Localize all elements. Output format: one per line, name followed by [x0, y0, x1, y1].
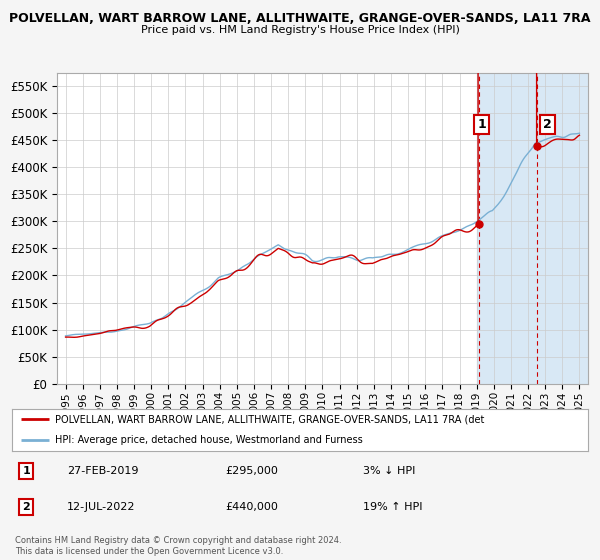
Text: 12-JUL-2022: 12-JUL-2022	[67, 502, 135, 512]
Text: 19% ↑ HPI: 19% ↑ HPI	[364, 502, 423, 512]
Text: 27-FEB-2019: 27-FEB-2019	[67, 466, 138, 476]
Text: HPI: Average price, detached house, Westmorland and Furness: HPI: Average price, detached house, West…	[55, 435, 363, 445]
Text: Contains HM Land Registry data © Crown copyright and database right 2024.
This d: Contains HM Land Registry data © Crown c…	[15, 536, 341, 556]
Text: 1: 1	[478, 118, 486, 130]
Text: Price paid vs. HM Land Registry's House Price Index (HPI): Price paid vs. HM Land Registry's House …	[140, 25, 460, 35]
Text: 1: 1	[23, 466, 30, 476]
Text: £440,000: £440,000	[225, 502, 278, 512]
Text: POLVELLAN, WART BARROW LANE, ALLITHWAITE, GRANGE-OVER-SANDS, LA11 7RA (det: POLVELLAN, WART BARROW LANE, ALLITHWAITE…	[55, 414, 485, 424]
Text: 2: 2	[23, 502, 30, 512]
Text: 3% ↓ HPI: 3% ↓ HPI	[364, 466, 416, 476]
Text: POLVELLAN, WART BARROW LANE, ALLITHWAITE, GRANGE-OVER-SANDS, LA11 7RA: POLVELLAN, WART BARROW LANE, ALLITHWAITE…	[9, 12, 591, 25]
Text: £295,000: £295,000	[225, 466, 278, 476]
Text: 2: 2	[543, 118, 552, 130]
Bar	[476, 73, 600, 384]
